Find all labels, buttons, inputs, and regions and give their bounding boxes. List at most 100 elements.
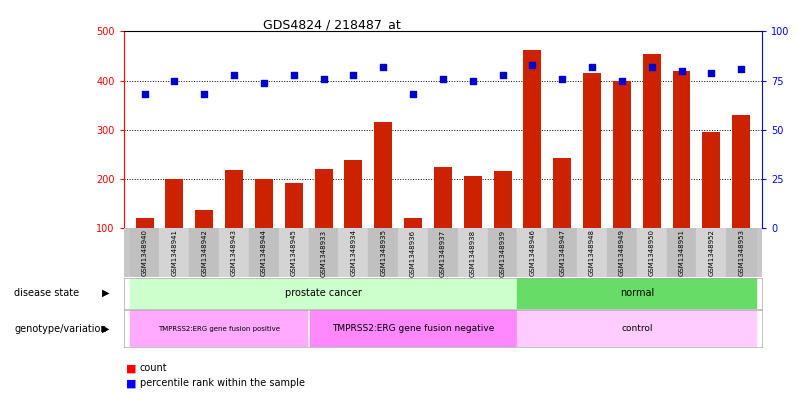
Bar: [225, 170, 243, 277]
Text: ■: ■: [126, 378, 136, 388]
Text: GSM1348942: GSM1348942: [201, 230, 207, 276]
Bar: [458, 228, 488, 277]
Bar: [165, 179, 184, 277]
Text: GSM1348937: GSM1348937: [440, 230, 446, 277]
Bar: [434, 167, 452, 277]
Bar: [607, 228, 637, 277]
Point: [526, 62, 539, 68]
Text: GSM1348933: GSM1348933: [321, 230, 326, 277]
Point: [287, 72, 300, 78]
Point: [168, 77, 181, 84]
Bar: [374, 122, 392, 277]
Point: [138, 91, 151, 97]
Text: GSM1348935: GSM1348935: [380, 230, 386, 276]
Text: GSM1348948: GSM1348948: [589, 230, 595, 276]
Bar: [129, 310, 309, 347]
Bar: [249, 228, 279, 277]
Text: GSM1348950: GSM1348950: [649, 230, 654, 276]
Text: GSM1348952: GSM1348952: [709, 230, 714, 276]
Bar: [129, 278, 517, 309]
Text: TMPRSS2:ERG gene fusion positive: TMPRSS2:ERG gene fusion positive: [158, 325, 280, 332]
Bar: [547, 228, 577, 277]
Text: disease state: disease state: [14, 288, 80, 298]
Bar: [583, 73, 601, 277]
Point: [586, 64, 598, 70]
Text: ▶: ▶: [102, 323, 109, 334]
Text: control: control: [621, 324, 653, 333]
Bar: [314, 169, 333, 277]
Text: GSM1348939: GSM1348939: [500, 230, 506, 277]
Point: [347, 72, 360, 78]
Point: [227, 72, 240, 78]
Bar: [523, 50, 541, 277]
Text: GDS4824 / 218487_at: GDS4824 / 218487_at: [263, 18, 401, 31]
Bar: [577, 228, 607, 277]
Text: genotype/variation: genotype/variation: [14, 323, 107, 334]
Text: GSM1348934: GSM1348934: [350, 230, 357, 276]
Text: prostate cancer: prostate cancer: [285, 288, 362, 298]
Bar: [488, 228, 517, 277]
Text: GSM1348941: GSM1348941: [172, 230, 177, 276]
Bar: [129, 228, 160, 277]
Bar: [697, 228, 726, 277]
Text: GSM1348945: GSM1348945: [290, 230, 297, 276]
Text: GSM1348947: GSM1348947: [559, 230, 565, 276]
Point: [317, 75, 330, 82]
Bar: [309, 310, 517, 347]
Bar: [517, 278, 757, 309]
Bar: [673, 71, 690, 277]
Bar: [136, 218, 153, 277]
Bar: [160, 228, 189, 277]
Bar: [189, 228, 219, 277]
Bar: [338, 228, 369, 277]
Point: [735, 66, 748, 72]
Text: TMPRSS2:ERG gene fusion negative: TMPRSS2:ERG gene fusion negative: [332, 324, 494, 333]
Point: [466, 77, 479, 84]
Text: GSM1348949: GSM1348949: [619, 230, 625, 276]
Bar: [309, 228, 338, 277]
Point: [377, 64, 389, 70]
Text: GSM1348943: GSM1348943: [231, 230, 237, 276]
Point: [258, 79, 271, 86]
Text: count: count: [140, 363, 168, 373]
Text: percentile rank within the sample: percentile rank within the sample: [140, 378, 305, 388]
Bar: [553, 158, 571, 277]
Bar: [637, 228, 666, 277]
Point: [437, 75, 449, 82]
Text: GSM1348938: GSM1348938: [470, 230, 476, 277]
Point: [646, 64, 658, 70]
Bar: [613, 81, 631, 277]
Bar: [494, 171, 512, 277]
Bar: [702, 132, 721, 277]
Point: [556, 75, 569, 82]
Bar: [398, 228, 428, 277]
Text: GSM1348944: GSM1348944: [261, 230, 267, 276]
Bar: [517, 228, 547, 277]
Point: [496, 72, 509, 78]
Text: GSM1348951: GSM1348951: [678, 230, 685, 276]
Bar: [255, 179, 273, 277]
Bar: [666, 228, 697, 277]
Bar: [285, 183, 302, 277]
Bar: [642, 53, 661, 277]
Bar: [517, 310, 757, 347]
Text: GSM1348940: GSM1348940: [141, 230, 148, 276]
Point: [407, 91, 420, 97]
Point: [198, 91, 211, 97]
Bar: [464, 176, 482, 277]
Bar: [726, 228, 757, 277]
Bar: [345, 160, 362, 277]
Point: [615, 77, 628, 84]
Bar: [733, 115, 750, 277]
Point: [705, 70, 717, 76]
Text: GSM1348946: GSM1348946: [529, 230, 535, 276]
Bar: [369, 228, 398, 277]
Bar: [404, 218, 422, 277]
Text: ▶: ▶: [102, 288, 109, 298]
Text: GSM1348953: GSM1348953: [738, 230, 745, 276]
Bar: [196, 210, 213, 277]
Bar: [219, 228, 249, 277]
Point: [675, 68, 688, 74]
Bar: [428, 228, 458, 277]
Text: GSM1348936: GSM1348936: [410, 230, 416, 277]
